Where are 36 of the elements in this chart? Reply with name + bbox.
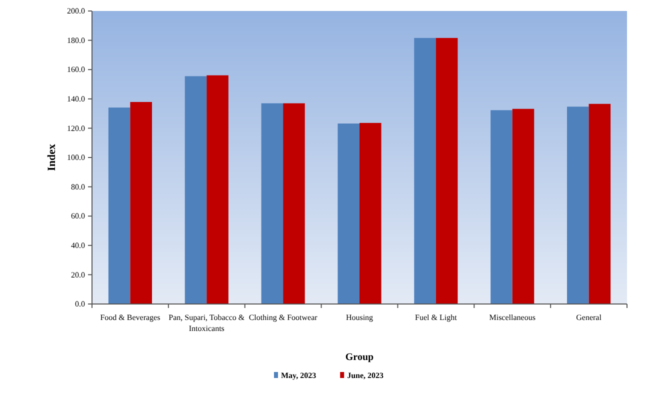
- bar: [436, 38, 458, 304]
- bar: [108, 108, 130, 304]
- y-tick-label: 180.0: [67, 36, 85, 45]
- bar: [130, 102, 152, 304]
- y-tick-label: 100.0: [67, 153, 85, 162]
- x-tick-label: Miscellaneous: [489, 313, 536, 322]
- bar: [360, 122, 382, 304]
- y-tick-label: 200.0: [67, 6, 85, 16]
- x-tick-label: Fuel & Light: [415, 313, 458, 322]
- legend-label: June, 2023: [347, 371, 384, 380]
- bar: [512, 108, 534, 304]
- bar: [261, 103, 284, 304]
- bar: [414, 38, 436, 304]
- x-tick-label: Clothing & Footwear: [248, 313, 318, 322]
- y-tick-label: 0.0: [75, 300, 85, 309]
- x-tick-label: Housing: [346, 313, 374, 322]
- y-tick-label: 20.0: [71, 270, 85, 280]
- x-axis-title: Group: [345, 352, 374, 363]
- bar: [283, 103, 305, 304]
- y-tick-label: 120.0: [67, 124, 85, 133]
- y-tick-label: 60.0: [71, 212, 85, 221]
- x-tick-label: General: [576, 313, 602, 322]
- bar: [588, 104, 611, 304]
- x-tick-label: Pan, Supari, Tobacco & Intoxicants: [168, 313, 246, 333]
- bar: [338, 124, 360, 304]
- y-tick-label: 140.0: [67, 94, 85, 104]
- bar: [490, 110, 512, 304]
- y-axis-title: Index: [46, 144, 58, 171]
- y-tick-label: 40.0: [71, 240, 85, 250]
- y-tick-label: 160.0: [67, 65, 85, 74]
- x-tick-label: Food & Beverages: [100, 313, 160, 322]
- bar: [567, 106, 589, 304]
- bar: [184, 76, 207, 304]
- y-tick-label: 80.0: [71, 182, 85, 192]
- bar: [206, 75, 228, 304]
- legend-label: May, 2023: [281, 371, 316, 380]
